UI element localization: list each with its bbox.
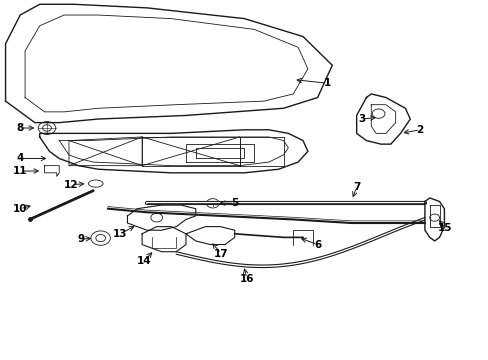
- Text: 17: 17: [213, 248, 228, 258]
- Text: 14: 14: [137, 256, 152, 266]
- Text: 9: 9: [78, 234, 84, 244]
- Text: 5: 5: [231, 198, 238, 208]
- Text: 10: 10: [13, 204, 27, 214]
- Text: 2: 2: [416, 125, 423, 135]
- Text: 8: 8: [17, 123, 24, 133]
- Text: 13: 13: [113, 229, 127, 239]
- Text: 6: 6: [313, 239, 321, 249]
- Text: 11: 11: [13, 166, 27, 176]
- Text: 15: 15: [437, 224, 452, 233]
- Text: 12: 12: [64, 180, 79, 190]
- Text: 16: 16: [239, 274, 254, 284]
- Text: 1: 1: [323, 78, 330, 88]
- Text: 3: 3: [357, 114, 365, 124]
- Text: 4: 4: [17, 153, 24, 163]
- Text: 7: 7: [352, 182, 360, 192]
